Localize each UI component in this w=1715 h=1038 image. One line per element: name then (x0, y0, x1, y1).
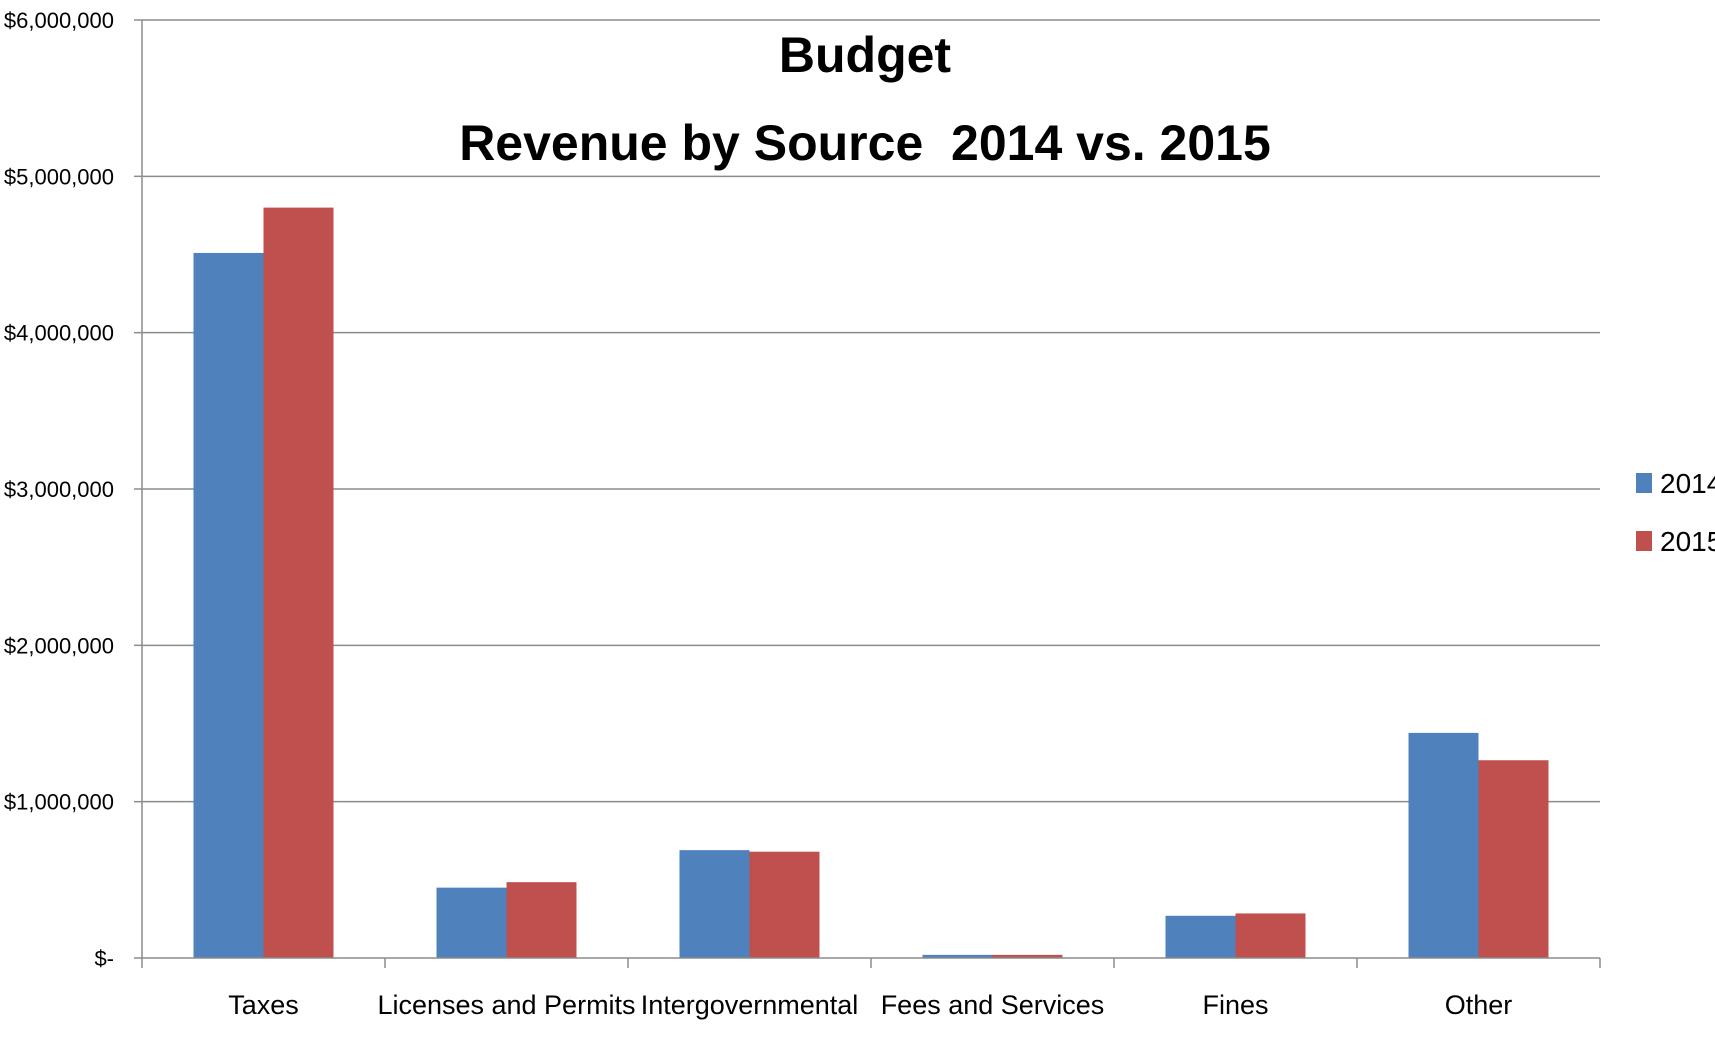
legend-swatch-2014 (1636, 473, 1652, 493)
y-tick-label: $1,000,000 (4, 790, 114, 815)
legend-swatch-2015 (1636, 531, 1652, 551)
gridlines (142, 19, 1600, 803)
bar-2014-intergovernmental (679, 850, 750, 958)
x-tick-label: Fines (1202, 990, 1268, 1020)
x-tick-label: Taxes (228, 990, 299, 1020)
bar-2015-licenses-and-permits (506, 882, 577, 958)
bar-2014-fees-and-services (922, 954, 993, 958)
legend-label-2014: 2014 (1660, 468, 1715, 499)
bar-2014-fines (1165, 915, 1236, 958)
y-tick-label: $2,000,000 (4, 633, 114, 658)
bar-2015-intergovernmental (749, 851, 820, 958)
legend: 2014 2015 (1636, 468, 1715, 557)
x-tick-label: Intergovernmental (641, 990, 859, 1020)
chart-title: Budget (779, 27, 952, 83)
x-tick-label: Licenses and Permits (377, 990, 635, 1020)
chart-subtitle: Revenue by Source 2014 vs. 2015 (459, 115, 1271, 171)
bar-2015-fees-and-services (992, 954, 1063, 958)
x-tick-label: Other (1445, 990, 1513, 1020)
y-tick-label: $3,000,000 (4, 477, 114, 502)
y-tick-label: $6,000,000 (4, 8, 114, 33)
x-tick-label: Fees and Services (881, 990, 1105, 1020)
bar-2014-other (1408, 732, 1479, 958)
tick-labels: $- $1,000,000 $2,000,000 $3,000,000 $4,000,0… (4, 8, 1512, 1020)
bar-2015-other (1478, 760, 1549, 958)
bar-2015-taxes (263, 207, 334, 959)
axes (134, 19, 1601, 968)
bars (193, 207, 1549, 959)
y-tick-label: $5,000,000 (4, 164, 114, 189)
bar-2015-fines (1235, 913, 1306, 958)
bar-2014-licenses-and-permits (436, 887, 507, 958)
y-tick-label: $4,000,000 (4, 321, 114, 346)
legend-label-2015: 2015 (1660, 526, 1715, 557)
bar-2014-taxes (193, 252, 264, 959)
y-tick-label: $- (94, 946, 114, 971)
